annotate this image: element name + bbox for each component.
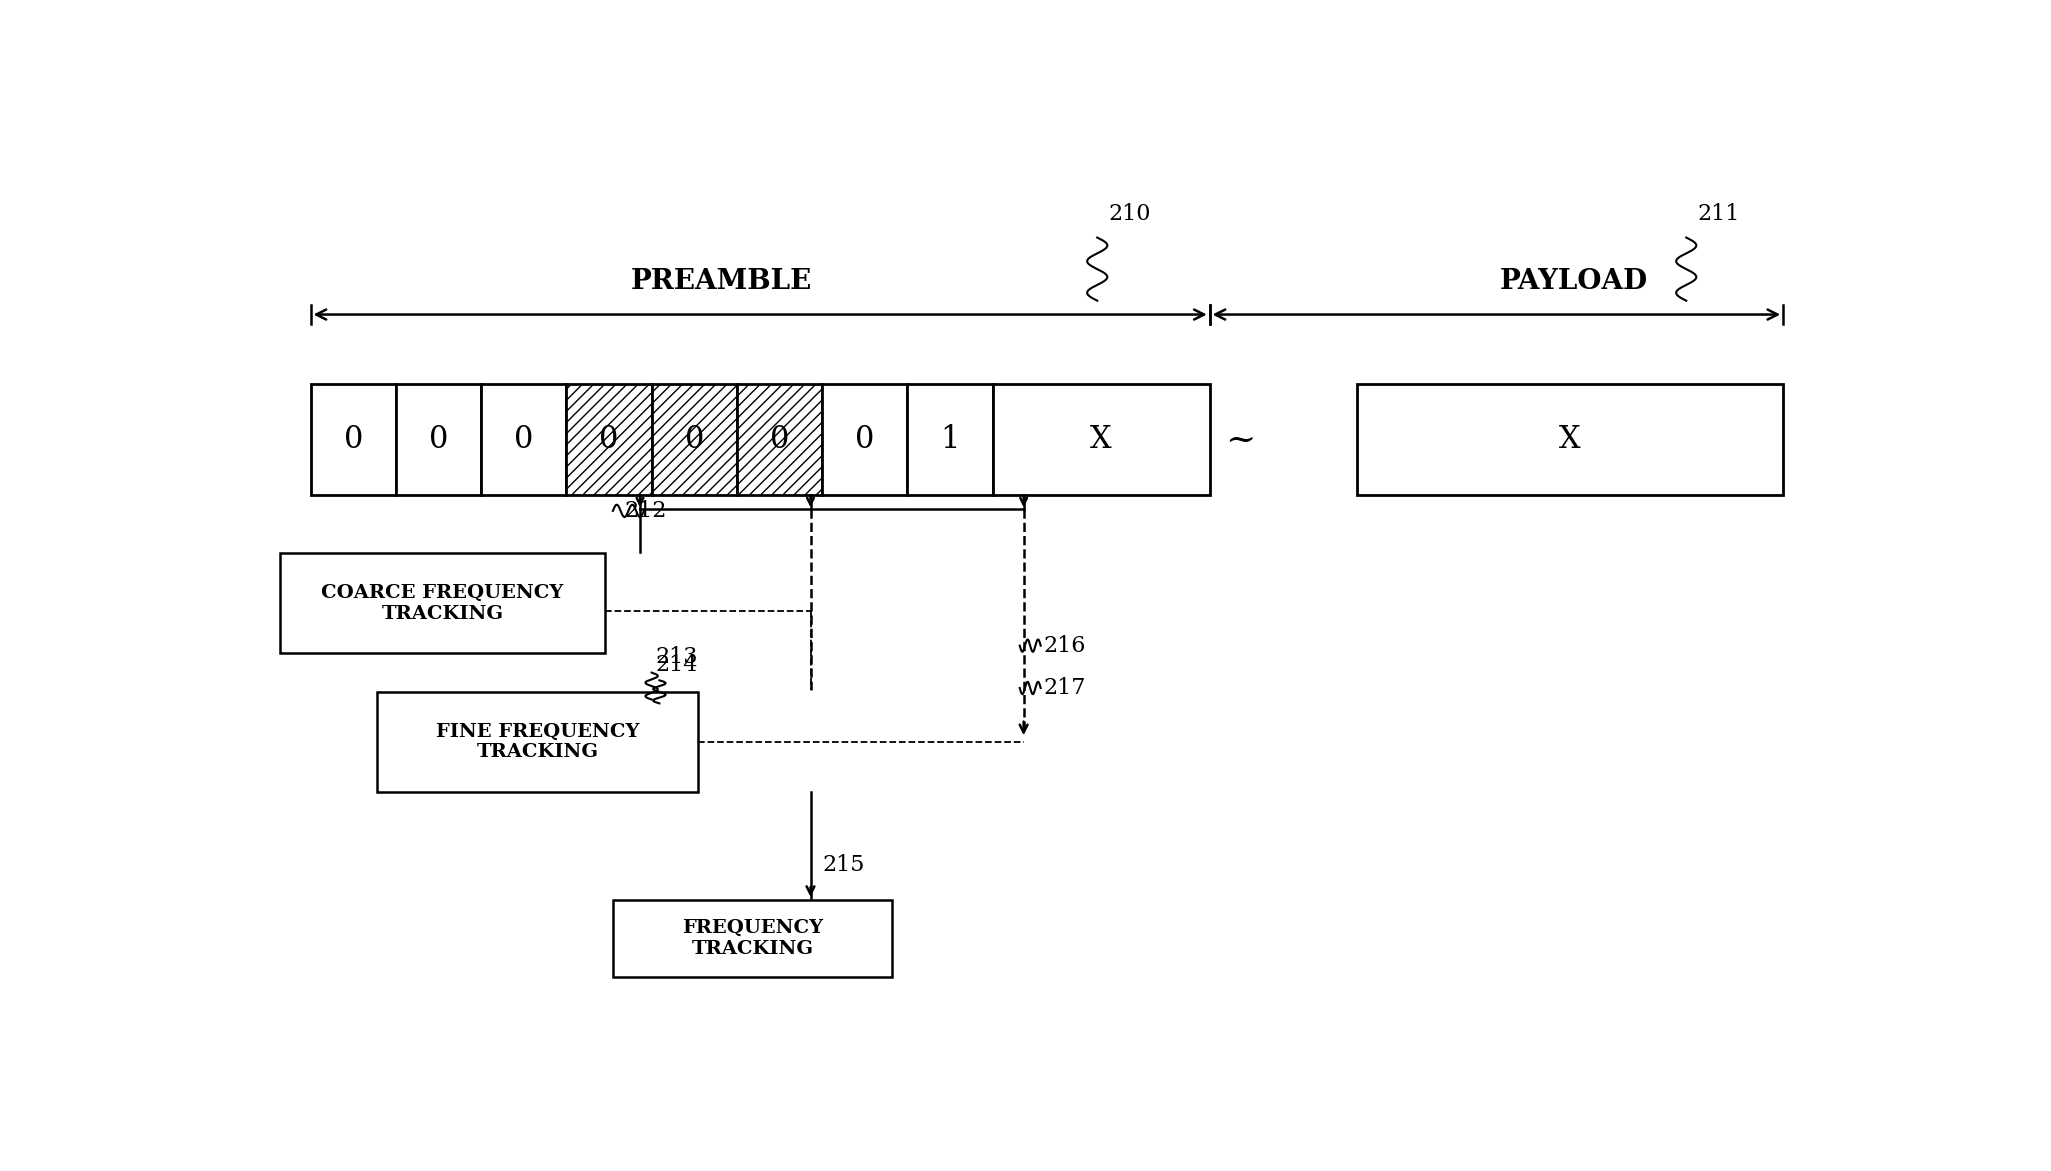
Text: 0: 0 xyxy=(515,424,533,456)
Text: PAYLOAD: PAYLOAD xyxy=(1499,268,1647,295)
Bar xyxy=(822,384,907,495)
Text: 211: 211 xyxy=(1698,204,1739,226)
Bar xyxy=(736,384,822,495)
Bar xyxy=(377,692,697,792)
Text: 216: 216 xyxy=(1044,635,1085,657)
Text: X: X xyxy=(1091,424,1112,456)
Bar xyxy=(993,384,1210,495)
Bar xyxy=(279,553,605,653)
Text: FINE FREQUENCY
TRACKING: FINE FREQUENCY TRACKING xyxy=(435,723,640,761)
Text: 217: 217 xyxy=(1044,677,1085,699)
Text: 0: 0 xyxy=(685,424,703,456)
Text: 210: 210 xyxy=(1110,204,1151,226)
Text: 215: 215 xyxy=(822,854,866,876)
Text: 214: 214 xyxy=(656,653,697,676)
Text: 1: 1 xyxy=(939,424,960,456)
Bar xyxy=(1358,384,1782,495)
Text: 0: 0 xyxy=(599,424,619,456)
Bar xyxy=(652,384,736,495)
Text: 212: 212 xyxy=(624,500,667,522)
Bar xyxy=(310,384,396,495)
Bar xyxy=(907,384,993,495)
Text: FREQUENCY
TRACKING: FREQUENCY TRACKING xyxy=(681,919,822,958)
Text: COARCE FREQUENCY
TRACKING: COARCE FREQUENCY TRACKING xyxy=(322,584,564,623)
Text: 213: 213 xyxy=(656,646,697,669)
Text: PREAMBLE: PREAMBLE xyxy=(632,268,812,295)
Bar xyxy=(482,384,566,495)
Bar xyxy=(566,384,652,495)
Bar xyxy=(396,384,482,495)
Text: X: X xyxy=(1559,424,1581,456)
Text: 0: 0 xyxy=(429,424,449,456)
Text: 0: 0 xyxy=(345,424,363,456)
Bar xyxy=(613,899,892,977)
Text: 0: 0 xyxy=(855,424,874,456)
Text: ~: ~ xyxy=(1224,423,1255,457)
Text: 0: 0 xyxy=(769,424,790,456)
